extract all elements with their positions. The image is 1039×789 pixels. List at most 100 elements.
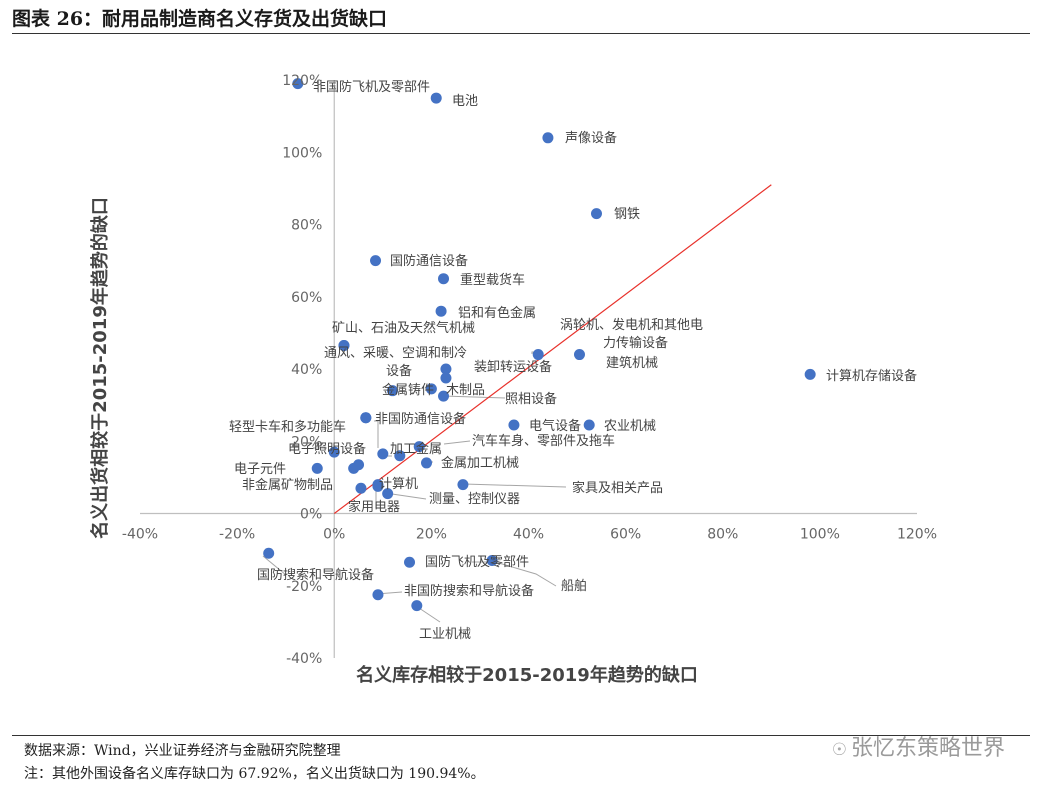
scatter-point [382, 488, 394, 500]
axes-layer [140, 80, 917, 658]
scatter-point [338, 340, 350, 352]
points-layer [263, 78, 816, 612]
point-label: 电子照明设备 [288, 441, 366, 457]
x-tick-label: 20% [416, 527, 447, 543]
scatter-point [438, 273, 450, 285]
scatter-point [421, 457, 433, 469]
y-tick-label: 20% [291, 434, 322, 450]
y-tick-label: -20% [286, 579, 322, 595]
label-leader-line [374, 420, 379, 448]
tick-labels-layer: -40% -20% 0% 20% 40% 60% 80% 100% 120% -40% -20% 0%… [122, 73, 937, 667]
point-label: 国防搜索和导航设备 [257, 567, 374, 583]
reference-line-layer [333, 184, 772, 514]
scatter-point [370, 255, 382, 267]
scatter-point [387, 385, 399, 397]
y-tick-label: -40% [286, 651, 322, 667]
scatter-point [311, 462, 323, 474]
footnote: 注：其他外围设备名义库存缺口为 67.92%，名义出货缺口为 190.94%。 [24, 766, 485, 782]
point-label: 家用电器 [348, 499, 400, 515]
watermark: ☉ 张忆东策略世界 [832, 730, 1005, 762]
point-label: 农业机械 [604, 419, 656, 434]
y-tick-label: 0% [300, 507, 322, 523]
scatter-point [435, 305, 447, 317]
scatter-point [372, 480, 384, 492]
point-label: 电子元件 [234, 462, 286, 477]
point-label: 计算机 [379, 477, 418, 492]
scatter-point [583, 419, 595, 431]
source-note: 数据来源：Wind，兴业证券经济与金融研究院整理 [24, 743, 341, 759]
x-tick-label: 0% [323, 527, 345, 543]
scatter-point [430, 92, 442, 104]
scatter-point [328, 446, 340, 458]
label-leader-line [262, 555, 287, 576]
point-label: 非国防搜索和导航设备 [404, 583, 534, 599]
scatter-point [413, 441, 425, 453]
scatter-point [377, 448, 389, 460]
point-label: 力传输设备 [603, 335, 668, 351]
x-tick-label: -40% [122, 527, 158, 543]
point-label: 通风、采暖、空调和制冷 [324, 346, 467, 361]
point-label: 非国防飞机及零部件 [313, 79, 430, 95]
label-leader-line [463, 483, 567, 488]
point-label: 非金属矿物制品 [242, 477, 333, 493]
leader-lines-layer [262, 351, 567, 623]
point-label: 加工金属 [390, 441, 442, 457]
point-label: 家具及相关产品 [572, 480, 663, 496]
scatter-point [486, 554, 498, 566]
figure-title: 图表 26：耐用品制造商名义存货及出货缺口 [12, 8, 388, 30]
scatter-point [404, 556, 416, 568]
y-tick-label: 80% [291, 218, 322, 234]
point-label: 金属加工机械 [441, 455, 519, 471]
scatter-point [542, 132, 554, 144]
scatter-point [532, 349, 544, 361]
scatter-point [590, 208, 602, 220]
scatter-point [425, 383, 437, 395]
y-tick-label: 60% [291, 290, 322, 306]
point-label: 国防通信设备 [390, 253, 468, 269]
scatter-point [804, 368, 816, 380]
point-label: 建筑机械 [606, 355, 658, 371]
scatter-point [573, 349, 585, 361]
point-label: 金属铸件 [382, 382, 434, 398]
y-axis-title: 名义出货相较于2015-2019年趋势的缺口 [89, 197, 111, 539]
point-label: 装卸转运设备 [474, 359, 552, 375]
point-label: 声像设备 [565, 130, 617, 146]
scatter-chart: 非国防飞机及零部件电池声像设备钢铁国防通信设备重型载货车铝和有色金属矿山、石油及… [89, 73, 937, 686]
wechat-icon: ☉ [831, 740, 847, 760]
y-tick-label: 40% [291, 362, 322, 378]
point-label: 测量、控制仪器 [429, 492, 520, 507]
point-label: 非国防通信设备 [375, 411, 466, 427]
scatter-point [411, 600, 423, 612]
point-labels-layer: 非国防飞机及零部件电池声像设备钢铁国防通信设备重型载货车铝和有色金属矿山、石油及… [229, 79, 917, 642]
point-label: 工业机械 [419, 627, 471, 642]
label-leader-line [391, 493, 427, 500]
scatter-point [457, 479, 469, 491]
point-label: 设备 [386, 363, 412, 379]
x-tick-label: 60% [610, 527, 641, 543]
point-label: 照相设备 [505, 391, 557, 407]
scatter-point [508, 419, 520, 431]
label-leader-line [443, 440, 471, 445]
point-label: 国防飞机及零部件 [425, 554, 529, 570]
y-tick-label: 120% [282, 73, 322, 89]
watermark-text: 张忆东策略世界 [850, 736, 1005, 761]
point-label: 船舶 [561, 578, 587, 594]
point-label: 重型载货车 [460, 272, 525, 288]
x-tick-label: 100% [800, 527, 840, 543]
point-label: 木制品 [446, 383, 485, 398]
scatter-point [440, 372, 452, 384]
scatter-point [440, 363, 452, 375]
scatter-point [360, 412, 372, 424]
label-leader-line [491, 560, 557, 587]
x-tick-label: 80% [707, 527, 738, 543]
point-label: 电池 [452, 94, 478, 109]
reference-line [333, 184, 772, 514]
point-label: 涡轮机、发电机和其他电 [560, 317, 703, 333]
bottom-rule [12, 735, 1030, 736]
x-tick-label: -20% [219, 527, 255, 543]
x-axis-title: 名义库存相较于2015-2019年趋势的缺口 [356, 664, 698, 686]
point-label: 计算机存储设备 [826, 368, 917, 384]
scatter-point [438, 390, 450, 402]
scatter-point [353, 459, 365, 471]
point-label: 轻型卡车和多功能车 [229, 419, 346, 435]
